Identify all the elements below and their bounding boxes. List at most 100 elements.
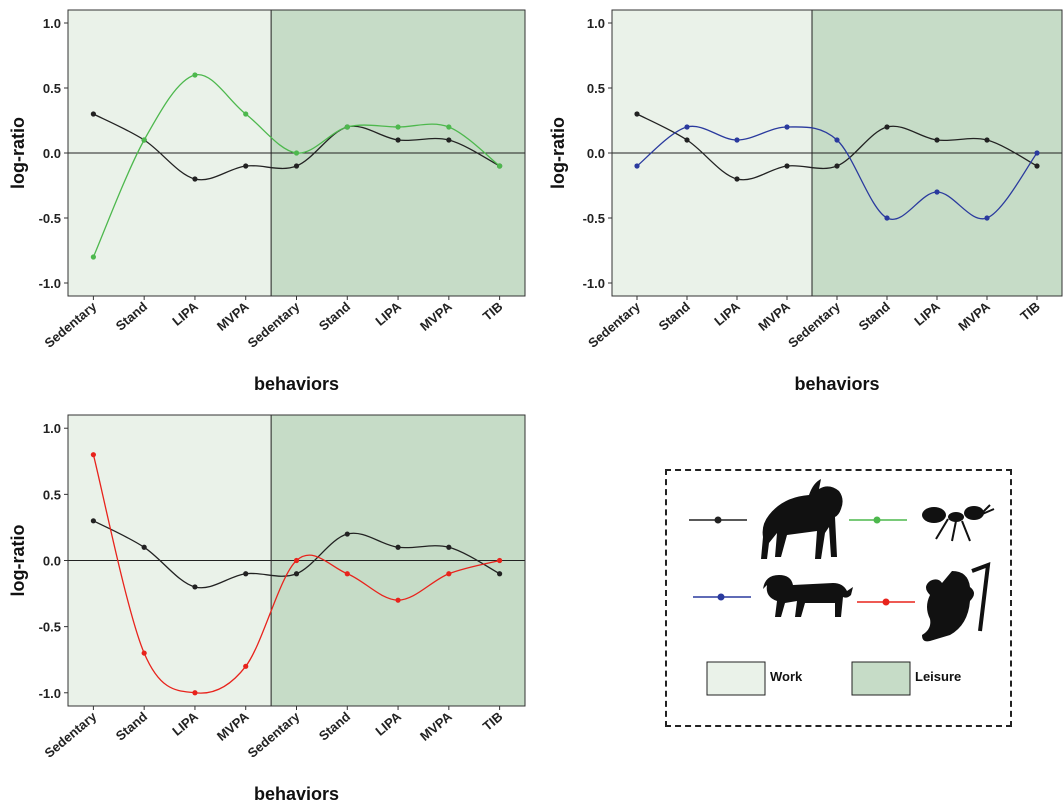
data-point-chimpanzee [344,531,350,537]
legend-entry-koala [857,561,991,642]
data-point-chimpanzee [734,176,740,182]
x-tick-label: TIB [480,299,506,324]
y-tick-label: -1.0 [39,686,61,701]
data-point-koala [395,597,401,603]
legend-leisure: Leisure [851,661,961,696]
data-point-chimpanzee [1034,163,1040,169]
legend-marker-lion [717,593,725,601]
data-point-koala [243,663,249,669]
data-point-chimpanzee [141,544,147,550]
x-tick-label: LIPA [372,708,404,738]
data-point-chimpanzee [446,137,452,143]
data-point-chimpanzee [884,124,890,130]
y-tick-label: 1.0 [43,421,61,436]
legend-work: Work [706,661,803,696]
legend-leisure-label: Leisure [915,669,961,684]
data-point-lion [784,124,790,130]
data-point-koala [446,571,452,577]
legend-entry-chimpanzee [689,479,843,559]
x-tick-label: LIPA [169,708,201,738]
x-tick-label: Sedentary [585,298,643,350]
y-tick-label: -1.0 [39,276,61,291]
data-point-chimpanzee [90,111,96,117]
chimpanzee-icon [761,479,843,559]
lion-icon [763,575,853,617]
data-point-ant [446,124,452,130]
data-point-koala [344,571,350,577]
x-tick-label: Stand [113,709,150,744]
x-tick-label: LIPA [372,298,404,328]
x-axis-label: behaviors [254,374,339,394]
x-tick-label: Stand [316,299,353,334]
x-tick-label: MVPA [214,298,252,333]
x-tick-label: Stand [113,299,150,334]
data-point-lion [834,137,840,143]
data-point-chimpanzee [784,163,790,169]
data-point-ant [192,72,198,78]
data-point-ant [141,137,147,143]
legend-work-swatch [706,661,766,696]
y-tick-label: 0.5 [587,81,605,96]
x-tick-label: MVPA [755,298,793,333]
x-tick-label: LIPA [169,298,201,328]
y-tick-label: 0.0 [43,146,61,161]
data-point-chimpanzee [243,571,249,577]
x-tick-label: Sedentary [42,708,100,760]
legend-canvas: Work Leisure [689,479,995,696]
data-point-chimpanzee [293,163,300,169]
y-tick-label: 0.0 [587,146,605,161]
data-point-lion [884,215,890,221]
legend: Work Leisure [665,469,1012,727]
x-tick-label: Stand [316,709,353,744]
data-point-chimpanzee [834,163,840,169]
data-point-koala [293,557,300,564]
x-axis-label: behaviors [254,784,339,801]
data-point-chimpanzee [684,137,690,143]
y-tick-label: 0.5 [43,81,61,96]
data-point-chimpanzee [446,544,452,550]
koala-icon [922,561,991,642]
x-tick-label: Sedentary [245,708,303,760]
data-point-lion [934,189,940,195]
y-axis-label: log-ratio [8,525,28,597]
data-point-chimpanzee [192,176,198,182]
data-point-chimpanzee [395,544,401,550]
legend-marker-koala [882,598,890,606]
data-point-koala [141,650,147,656]
x-tick-label: Sedentary [245,298,303,350]
x-axis-label: behaviors [794,374,879,394]
data-point-ant [243,111,249,117]
y-tick-label: 1.0 [587,16,605,31]
data-point-koala [192,690,198,696]
data-point-chimpanzee [90,518,96,524]
data-point-chimpanzee [984,137,990,143]
legend-leisure-swatch [851,661,911,696]
data-point-ant [395,124,401,130]
x-tick-label: TIB [1017,299,1043,324]
data-point-chimpanzee [497,571,503,577]
x-tick-label: Stand [656,299,693,334]
x-tick-label: MVPA [214,708,252,743]
legend-marker-chimpanzee [714,516,722,524]
x-tick-label: Stand [856,299,893,334]
data-point-chimpanzee [293,571,300,577]
data-point-ant [90,254,96,260]
legend-entry-ant [849,504,995,542]
y-axis-label: log-ratio [8,117,28,189]
y-tick-label: -1.0 [583,276,605,291]
y-tick-label: -0.5 [39,620,61,635]
x-tick-label: LIPA [911,298,943,328]
x-tick-label: TIB [480,709,506,734]
data-point-lion [634,163,640,169]
x-tick-label: Sedentary [785,298,843,350]
data-point-lion [684,124,690,130]
data-point-chimpanzee [192,584,198,590]
data-point-lion [1034,150,1040,156]
y-axis-label: log-ratio [548,117,568,189]
x-tick-label: MVPA [417,298,455,333]
y-tick-label: 1.0 [43,16,61,31]
